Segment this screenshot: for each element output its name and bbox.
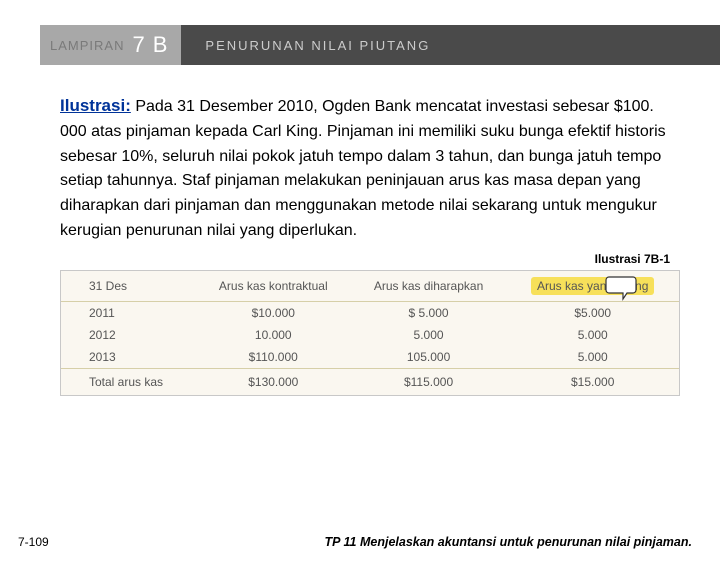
cell: $10.000 [196, 301, 351, 324]
cell: 5.000 [351, 324, 507, 346]
cell: 105.000 [351, 346, 507, 369]
cell: $5.000 [506, 301, 679, 324]
header-lampiran-block: LAMPIRAN 7 B [40, 25, 181, 65]
ilustrasi-label: Ilustrasi: [60, 96, 131, 115]
cell-total: $115.000 [351, 368, 507, 395]
callout-icon [605, 275, 639, 301]
header-spacer [0, 25, 40, 65]
table-total-row: Total arus kas $130.000 $115.000 $15.000 [61, 368, 679, 395]
cell-total: $130.000 [196, 368, 351, 395]
lampiran-suffix: B [153, 32, 168, 58]
paragraph-text: Pada 31 Desember 2010, Ogden Bank mencat… [60, 98, 666, 239]
illustration-caption: Ilustrasi 7B-1 [0, 244, 720, 270]
header-title-block: PENURUNAN NILAI PIUTANG [181, 25, 720, 65]
table-header-row: 31 Des Arus kas kontraktual Arus kas dih… [61, 271, 679, 302]
content-area: Ilustrasi: Pada 31 Desember 2010, Ogden … [0, 65, 720, 244]
cell-total: $15.000 [506, 368, 679, 395]
cell: $110.000 [196, 346, 351, 369]
table-row: 2011 $10.000 $ 5.000 $5.000 [61, 301, 679, 324]
header-bar: LAMPIRAN 7 B PENURUNAN NILAI PIUTANG [0, 25, 720, 65]
col-expected: Arus kas diharapkan [351, 271, 507, 302]
header-title: PENURUNAN NILAI PIUTANG [205, 38, 430, 53]
cell-total-label: Total arus kas [61, 368, 196, 395]
cell: 5.000 [506, 346, 679, 369]
lampiran-number: 7 [132, 32, 144, 58]
table-container: 31 Des Arus kas kontraktual Arus kas dih… [60, 270, 680, 396]
footer: 7-109 TP 11 Menjelaskan akuntansi untuk … [0, 535, 720, 549]
footer-note: TP 11 Menjelaskan akuntansi untuk penuru… [325, 535, 692, 549]
main-paragraph: Ilustrasi: Pada 31 Desember 2010, Ogden … [60, 93, 670, 244]
lampiran-label: LAMPIRAN [50, 38, 124, 53]
cell: 2011 [61, 301, 196, 324]
col-contractual: Arus kas kontraktual [196, 271, 351, 302]
cell: 5.000 [506, 324, 679, 346]
cash-flow-table: 31 Des Arus kas kontraktual Arus kas dih… [61, 271, 679, 395]
table-row: 2012 10.000 5.000 5.000 [61, 324, 679, 346]
page-number: 7-109 [18, 535, 49, 549]
col-date: 31 Des [61, 271, 196, 302]
cell: 2013 [61, 346, 196, 369]
cell: 10.000 [196, 324, 351, 346]
table-row: 2013 $110.000 105.000 5.000 [61, 346, 679, 369]
col-lost: Arus kas yang hilang [506, 271, 679, 302]
cell: 2012 [61, 324, 196, 346]
cell: $ 5.000 [351, 301, 507, 324]
